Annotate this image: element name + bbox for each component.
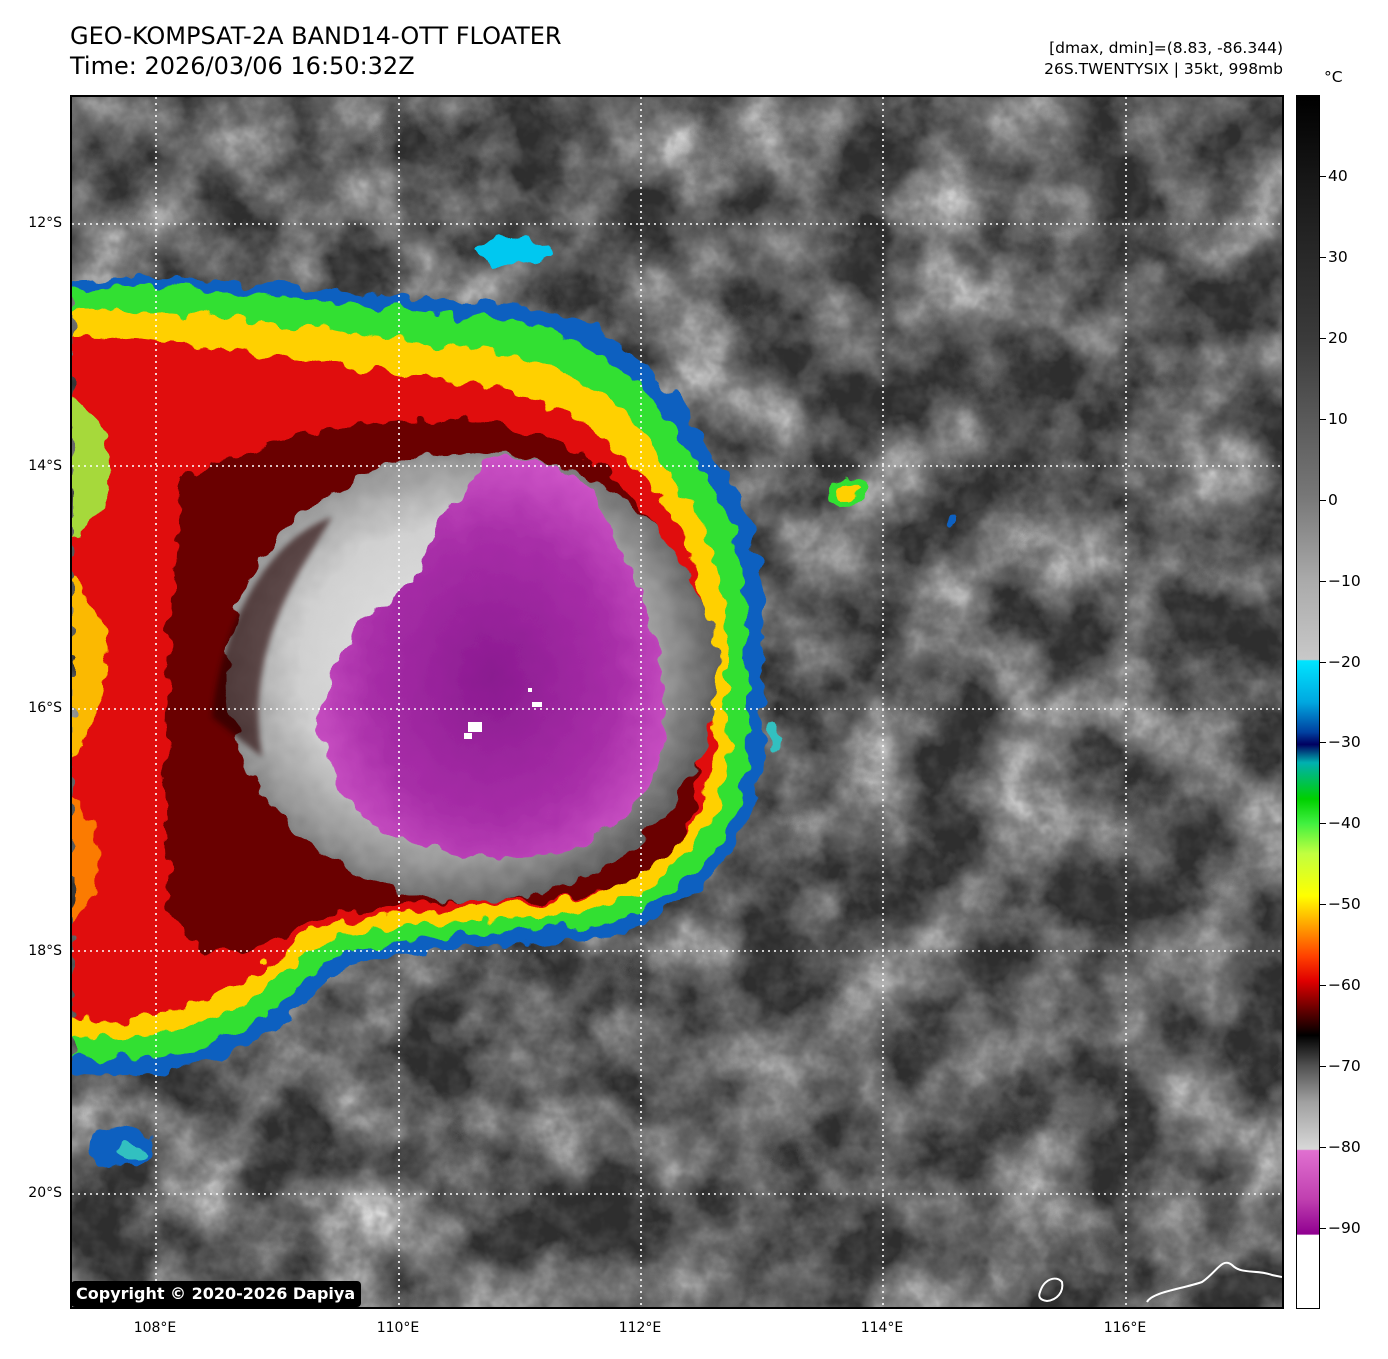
lon-label-116: 116°E	[1103, 1320, 1147, 1336]
coldest-specks	[464, 688, 542, 739]
colorbar-tick-label: −50	[1328, 895, 1361, 914]
colorbar-tick-label: −40	[1328, 814, 1361, 833]
gridlines	[72, 97, 1282, 1307]
colorbar-tick-mark	[1320, 742, 1326, 744]
satellite-imagery	[72, 97, 1282, 1307]
colorbar-unit: °C	[1324, 68, 1343, 86]
colorbar-tick-mark	[1320, 661, 1326, 663]
island	[1038, 1277, 1064, 1303]
colorbar-tick-label: −70	[1328, 1057, 1361, 1076]
colorbar-tick-mark	[1320, 499, 1326, 501]
lat-label-20s: 20°S	[28, 1185, 62, 1201]
colorbar-tick-mark	[1320, 1228, 1326, 1230]
colorbar-tick-mark	[1320, 1147, 1326, 1149]
colorbar-tick-mark	[1320, 256, 1326, 258]
colorbar-tick-mark	[1320, 337, 1326, 339]
lat-label-12s: 12°S	[28, 215, 62, 231]
lat-label-14s: 14°S	[28, 458, 62, 474]
copyright-label: Copyright © 2020-2026 Dapiya	[71, 1281, 362, 1307]
colorbar-tick-mark	[1320, 175, 1326, 177]
colorbar-tick-label: −90	[1328, 1219, 1361, 1238]
colorbar-tick-label: −80	[1328, 1138, 1361, 1157]
colorbar-tick-label: −10	[1328, 571, 1361, 590]
colorbar-tick-mark	[1320, 1066, 1326, 1068]
cold-core	[319, 457, 665, 858]
colorbar-tick-mark	[1320, 580, 1326, 582]
colorbar-tick-label: −20	[1328, 652, 1361, 671]
colorbar-tick-label: 10	[1328, 409, 1348, 428]
colorbar-tick-label: 0	[1328, 490, 1338, 509]
colorbar-tick-label: 40	[1328, 166, 1348, 185]
lat-label-16s: 16°S	[28, 700, 62, 716]
storm-info-text: 26S.TWENTYSIX | 35kt, 998mb	[1044, 60, 1283, 78]
colorbar-tick-mark	[1320, 418, 1326, 420]
colorbar-tick-label: 30	[1328, 247, 1348, 266]
temperature-colorbar	[1296, 95, 1320, 1309]
colorbar-tick-label: 20	[1328, 328, 1348, 347]
colorbar-tick-mark	[1320, 904, 1326, 906]
lon-label-114: 114°E	[860, 1320, 904, 1336]
lon-label-108: 108°E	[133, 1320, 177, 1336]
lon-label-112: 112°E	[618, 1320, 662, 1336]
lon-label-110: 110°E	[376, 1320, 420, 1336]
satellite-map	[70, 95, 1284, 1309]
colorbar-tick-label: −30	[1328, 733, 1361, 752]
image-timestamp: Time: 2026/03/06 16:50:32Z	[70, 52, 415, 80]
coastline	[1146, 1261, 1282, 1303]
lat-label-18s: 18°S	[28, 943, 62, 959]
image-title: GEO-KOMPSAT-2A BAND14-OTT FLOATER	[70, 22, 562, 50]
data-range-text: [dmax, dmin]=(8.83, -86.344)	[1049, 39, 1283, 57]
dark-inner-edge	[212, 517, 332, 757]
colorbar-tick-label: −60	[1328, 976, 1361, 995]
colorbar-tick-mark	[1320, 985, 1326, 987]
convective-cells	[87, 238, 957, 1167]
left-streaks	[72, 397, 110, 927]
colorbar-tick-mark	[1320, 823, 1326, 825]
